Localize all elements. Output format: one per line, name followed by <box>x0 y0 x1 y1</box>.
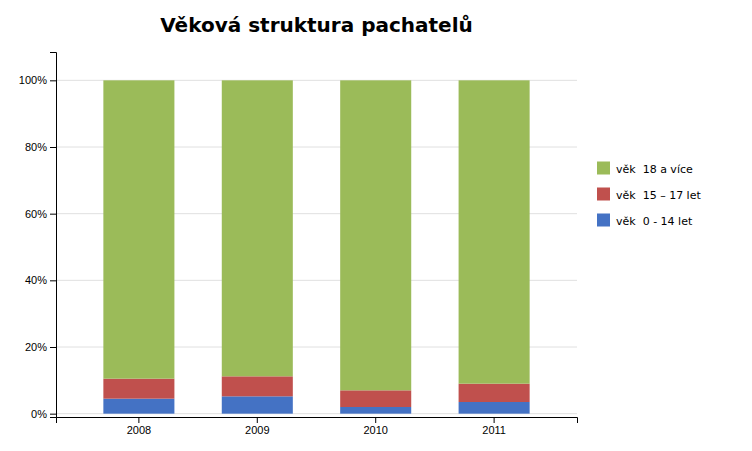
bar-series <box>103 80 529 390</box>
legend-item: věk 0 - 14 let <box>597 214 693 228</box>
tick: 60% <box>25 208 56 220</box>
tick: 40% <box>25 274 56 286</box>
tick-mark <box>50 347 56 348</box>
tick-label: 2009 <box>245 424 269 436</box>
plot: 0% 20% 40% 60% 80% 100% 2008 2009 2010 2011 <box>19 53 578 436</box>
legend: věk 18 a více věk 15 – 17 let věk 0 - 14 l… <box>597 162 701 228</box>
tick-label: 2008 <box>127 424 151 436</box>
legend-label: věk 15 – 17 let <box>616 189 701 202</box>
legend-label: věk 18 a více <box>616 163 693 176</box>
legend-swatch <box>597 214 610 227</box>
bars <box>103 80 529 413</box>
legend-label: věk 0 - 14 let <box>616 215 693 228</box>
tick-label: 40% <box>25 274 47 286</box>
tick-label: 2011 <box>482 424 506 436</box>
bar <box>459 402 530 414</box>
axis-line <box>57 418 578 424</box>
legend-item: věk 15 – 17 let <box>597 188 701 202</box>
bar <box>103 399 174 414</box>
tick: 2009 <box>245 417 269 436</box>
axis-line <box>50 53 57 418</box>
grid <box>56 80 577 413</box>
tick: 0% <box>31 408 56 420</box>
tick-label: 60% <box>25 208 47 220</box>
tick-mark <box>257 417 258 423</box>
tick: 80% <box>25 141 56 153</box>
legend-item: věk 18 a více <box>597 162 693 176</box>
bar <box>222 376 293 396</box>
bar <box>103 80 174 378</box>
tick-label: 0% <box>31 408 47 420</box>
tick: 100% <box>19 74 56 86</box>
tick-label: 80% <box>25 141 47 153</box>
tick-mark <box>50 80 56 81</box>
bar <box>103 379 174 399</box>
title: Věková struktura pachatelů <box>160 13 473 37</box>
bar <box>222 396 293 413</box>
bar <box>459 384 530 402</box>
bar <box>340 80 411 390</box>
tick-label: 100% <box>19 74 47 86</box>
tick-mark <box>50 214 56 215</box>
tick-mark <box>375 417 376 423</box>
tick-mark <box>494 417 495 423</box>
tick-label: 2010 <box>363 424 387 436</box>
tick-mark <box>138 417 139 423</box>
tick: 20% <box>25 341 56 353</box>
chart: 0% 20% 40% 60% 80% 100% 2008 2009 2010 2011 Věková… <box>0 0 752 451</box>
x-axis: 2008 2009 2010 2011 <box>57 417 578 436</box>
tick-mark <box>50 414 56 415</box>
bar <box>340 407 411 414</box>
tick: 2010 <box>363 417 387 436</box>
bar <box>222 80 293 376</box>
tick-mark <box>50 280 56 281</box>
bar <box>459 80 530 383</box>
legend-swatch <box>597 162 610 175</box>
tick: 2008 <box>127 417 151 436</box>
legend-swatch <box>597 188 610 201</box>
tick: 2011 <box>482 417 506 436</box>
bar <box>340 390 411 407</box>
tick-mark <box>50 147 56 148</box>
tick-label: 20% <box>25 341 47 353</box>
y-axis: 0% 20% 40% 60% 80% 100% <box>19 53 57 420</box>
